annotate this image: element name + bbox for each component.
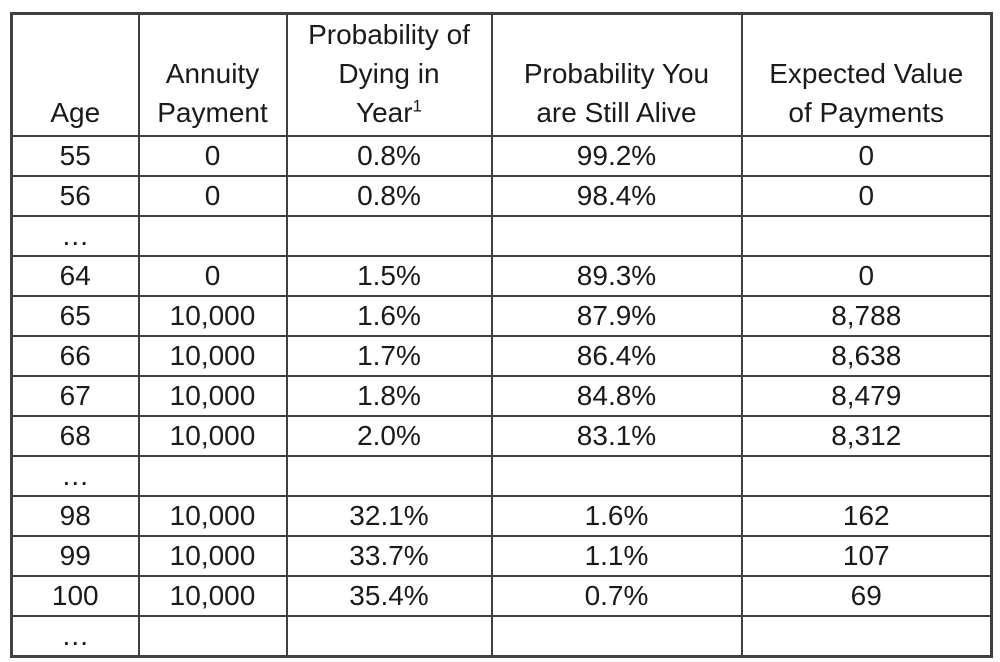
table-cell-annuity-payment: 10,000 bbox=[137, 415, 288, 457]
table-row: 66 10,000 1.7% 86.4% 8,638 bbox=[10, 335, 993, 377]
table-cell-expected-value: 0 bbox=[740, 135, 993, 177]
table-cell-probability-alive: 86.4% bbox=[490, 335, 743, 377]
table-cell-age: 68 bbox=[10, 415, 140, 457]
table-cell-expected-value: 8,479 bbox=[740, 375, 993, 417]
table-cell-age: 55 bbox=[10, 135, 140, 177]
table-row: 98 10,000 32.1% 1.6% 162 bbox=[10, 495, 993, 537]
table-cell-expected-value bbox=[740, 455, 993, 497]
column-header-line: Expected Value bbox=[769, 58, 964, 89]
footnote-marker: 1 bbox=[412, 96, 423, 116]
table-cell-age: 56 bbox=[10, 175, 140, 217]
table-cell-expected-value bbox=[740, 615, 993, 657]
table-cell-annuity-payment bbox=[137, 215, 288, 257]
column-header-line: Age bbox=[50, 97, 101, 128]
table-cell-probability-alive: 83.1% bbox=[490, 415, 743, 457]
table-cell-probability-dying: 0.8% bbox=[285, 175, 493, 217]
table-cell-age: … bbox=[10, 615, 140, 657]
table-row: 67 10,000 1.8% 84.8% 8,479 bbox=[10, 375, 993, 417]
table-cell-age: 65 bbox=[10, 295, 140, 337]
column-header-line: are Still Alive bbox=[536, 97, 697, 128]
table-cell-expected-value: 8,788 bbox=[740, 295, 993, 337]
column-header-expected-value: Expected Value of Payments bbox=[740, 12, 993, 137]
table-cell-probability-alive: 1.1% bbox=[490, 535, 743, 577]
column-header-line: Year1 bbox=[355, 96, 423, 128]
header-row: Age Annuity Payment Probability of Dying in Y… bbox=[10, 12, 993, 137]
table-cell-probability-alive: 89.3% bbox=[490, 255, 743, 297]
table-cell-probability-alive: 1.6% bbox=[490, 495, 743, 537]
column-header-age: Age bbox=[10, 12, 140, 137]
table-row: 100 10,000 35.4% 0.7% 69 bbox=[10, 575, 993, 617]
table-cell-age: 67 bbox=[10, 375, 140, 417]
table-cell-age: 100 bbox=[10, 575, 140, 617]
table-cell-expected-value: 107 bbox=[740, 535, 993, 577]
table-cell-probability-alive: 0.7% bbox=[490, 575, 743, 617]
ellipsis-row: … bbox=[10, 455, 993, 497]
table-cell-annuity-payment: 10,000 bbox=[137, 375, 288, 417]
table-cell-probability-dying: 2.0% bbox=[285, 415, 493, 457]
column-header-line: Payment bbox=[157, 97, 268, 128]
table-cell-annuity-payment bbox=[137, 615, 288, 657]
table-cell-age: … bbox=[10, 215, 140, 257]
table-cell-expected-value: 8,312 bbox=[740, 415, 993, 457]
column-header-line: Probability You bbox=[523, 58, 710, 89]
table-cell-expected-value: 69 bbox=[740, 575, 993, 617]
column-header-line: Annuity bbox=[165, 58, 260, 89]
column-header-line: of Payments bbox=[788, 97, 945, 128]
table-cell-age: 66 bbox=[10, 335, 140, 377]
table-cell-probability-dying bbox=[285, 455, 493, 497]
table-cell-expected-value: 8,638 bbox=[740, 335, 993, 377]
table-cell-probability-dying bbox=[285, 615, 493, 657]
column-header-annuity-payment: Annuity Payment bbox=[137, 12, 288, 137]
table-cell-probability-alive bbox=[490, 215, 743, 257]
table-cell-expected-value: 0 bbox=[740, 175, 993, 217]
column-header-line: Probability of bbox=[308, 19, 470, 50]
table-cell-probability-alive bbox=[490, 455, 743, 497]
table-row: 56 0 0.8% 98.4% 0 bbox=[10, 175, 993, 217]
table-cell-probability-alive: 99.2% bbox=[490, 135, 743, 177]
table-row: 55 0 0.8% 99.2% 0 bbox=[10, 135, 993, 177]
ellipsis-row: … bbox=[10, 215, 993, 257]
column-header-probability-dying: Probability of Dying in Year1 bbox=[285, 12, 493, 137]
table-cell-age: 98 bbox=[10, 495, 140, 537]
table-cell-annuity-payment: 10,000 bbox=[137, 295, 288, 337]
table-row: 65 10,000 1.6% 87.9% 8,788 bbox=[10, 295, 993, 337]
table-row: 99 10,000 33.7% 1.1% 107 bbox=[10, 535, 993, 577]
table-cell-annuity-payment: 10,000 bbox=[137, 495, 288, 537]
table-cell-expected-value bbox=[740, 215, 993, 257]
table-cell-age: 64 bbox=[10, 255, 140, 297]
annuity-table: Age Annuity Payment Probability of Dying in Y… bbox=[10, 12, 993, 658]
table-cell-annuity-payment: 10,000 bbox=[137, 535, 288, 577]
ellipsis-row: … bbox=[10, 615, 993, 657]
table-cell-probability-alive: 98.4% bbox=[490, 175, 743, 217]
table-cell-probability-dying: 33.7% bbox=[285, 535, 493, 577]
table-cell-probability-dying: 1.5% bbox=[285, 255, 493, 297]
table-cell-annuity-payment: 10,000 bbox=[137, 575, 288, 617]
table-cell-probability-dying: 32.1% bbox=[285, 495, 493, 537]
table-row: 68 10,000 2.0% 83.1% 8,312 bbox=[10, 415, 993, 457]
table-cell-age: … bbox=[10, 455, 140, 497]
table-cell-probability-dying: 1.6% bbox=[285, 295, 493, 337]
table-cell-annuity-payment: 0 bbox=[137, 175, 288, 217]
table-cell-probability-dying bbox=[285, 215, 493, 257]
table-cell-probability-dying: 1.7% bbox=[285, 335, 493, 377]
table-cell-age: 99 bbox=[10, 535, 140, 577]
table-cell-probability-dying: 0.8% bbox=[285, 135, 493, 177]
table-cell-probability-alive bbox=[490, 615, 743, 657]
table-cell-annuity-payment bbox=[137, 455, 288, 497]
column-header-probability-alive: Probability You are Still Alive bbox=[490, 12, 743, 137]
table-row: 64 0 1.5% 89.3% 0 bbox=[10, 255, 993, 297]
table-cell-probability-alive: 87.9% bbox=[490, 295, 743, 337]
table-cell-probability-dying: 35.4% bbox=[285, 575, 493, 617]
table-cell-probability-dying: 1.8% bbox=[285, 375, 493, 417]
table-cell-expected-value: 0 bbox=[740, 255, 993, 297]
table-cell-annuity-payment: 10,000 bbox=[137, 335, 288, 377]
table-cell-annuity-payment: 0 bbox=[137, 135, 288, 177]
table-cell-expected-value: 162 bbox=[740, 495, 993, 537]
table-cell-probability-alive: 84.8% bbox=[490, 375, 743, 417]
column-header-line: Dying in bbox=[338, 58, 440, 89]
table-cell-annuity-payment: 0 bbox=[137, 255, 288, 297]
